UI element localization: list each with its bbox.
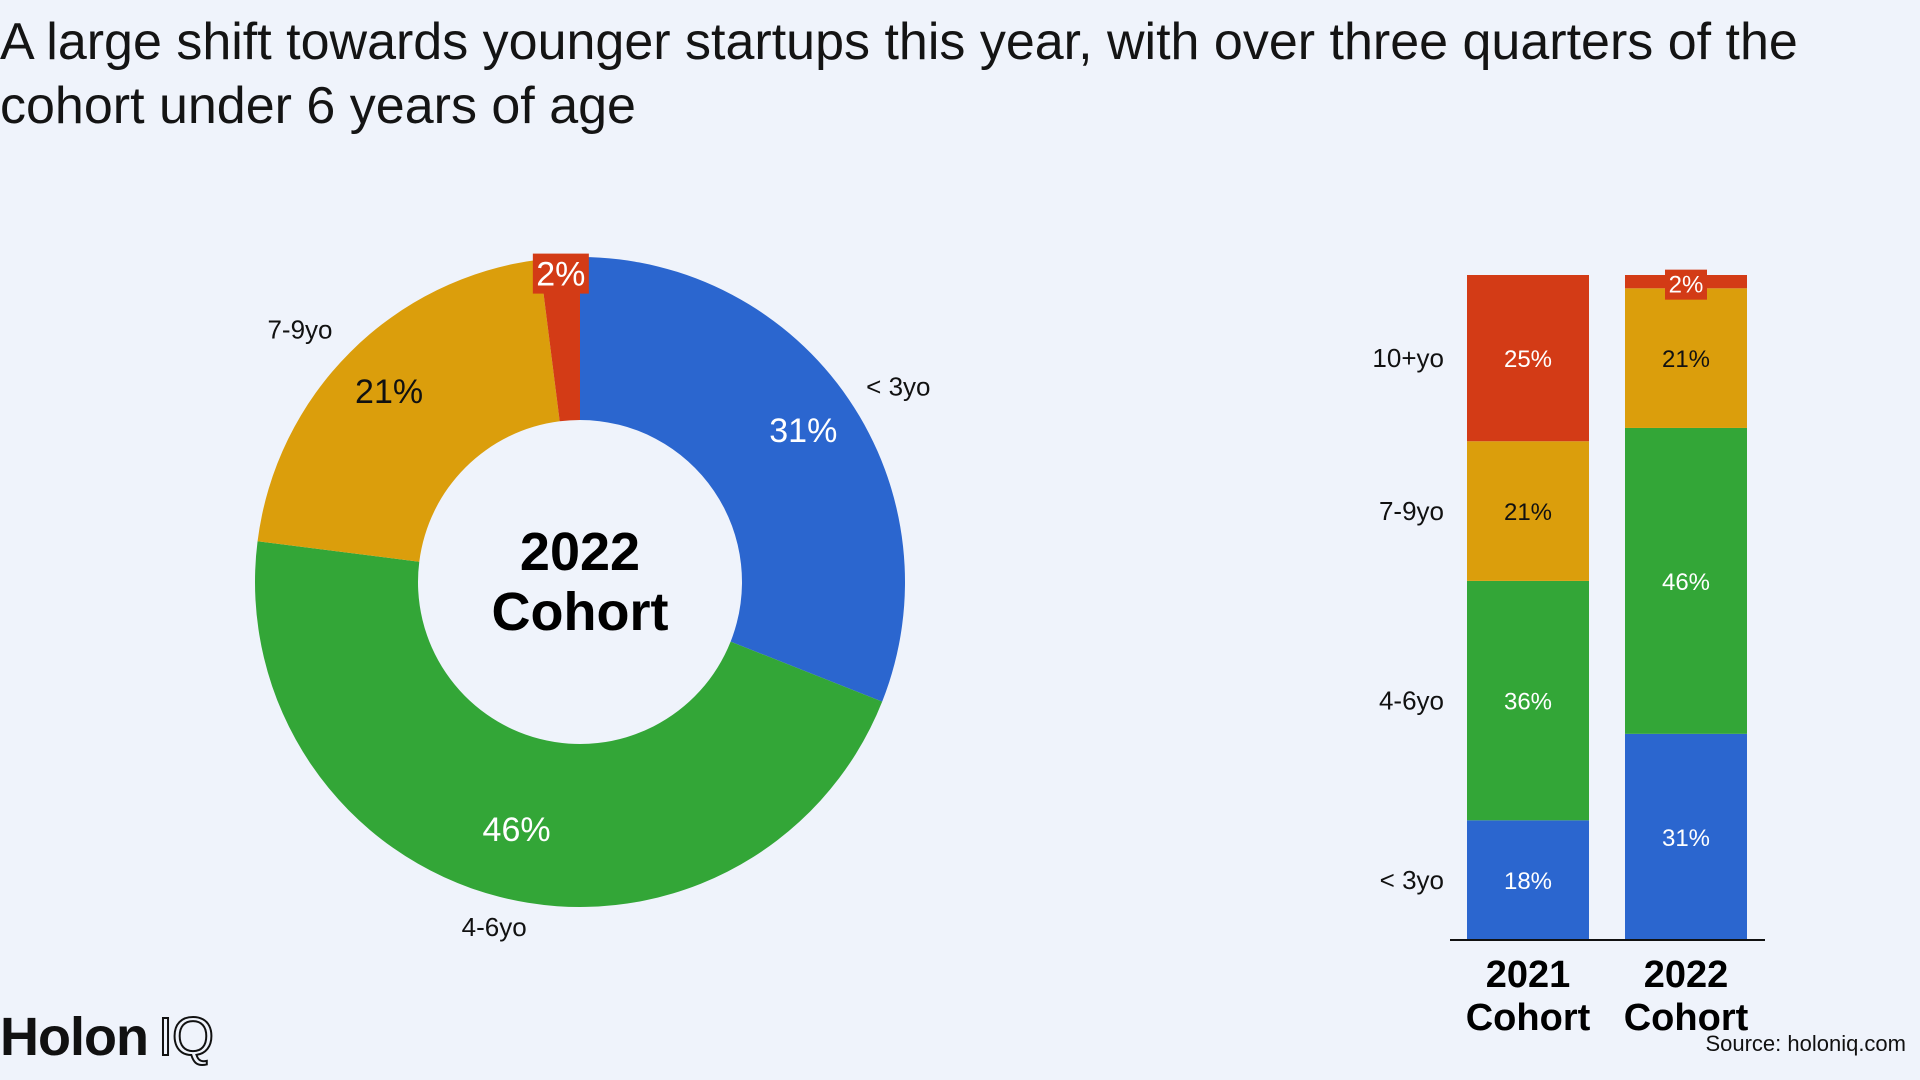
bar-row-label: 7-9yo xyxy=(1379,496,1444,526)
bar-segment-3yo xyxy=(1467,820,1589,940)
bar-value-label: 18% xyxy=(1504,868,1552,895)
logo-name: Holon xyxy=(0,1007,149,1067)
bar-value-label: 21% xyxy=(1662,346,1710,373)
donut-category-label: 10+yo xyxy=(522,240,594,241)
bar-value-label: 25% xyxy=(1504,346,1552,373)
bar-category-label: Cohort xyxy=(1466,997,1591,1039)
bar-row-label: < 3yo xyxy=(1380,865,1444,895)
donut-value-label: 2% xyxy=(536,256,585,294)
logo-suffix: IQ xyxy=(157,1006,215,1068)
donut-value-badge xyxy=(532,253,589,294)
donut-value-label: 31% xyxy=(769,412,837,450)
bar-value-badge xyxy=(1665,269,1707,300)
donut-category-label: 7-9yo xyxy=(267,315,332,345)
bar-value-label: 46% xyxy=(1662,569,1710,596)
donut-center-label: Cohort xyxy=(492,582,669,642)
bar-value-label: 36% xyxy=(1504,689,1552,716)
bar-segment-7-9yo xyxy=(1467,441,1589,581)
donut-slice-7-9yo xyxy=(257,259,560,562)
bar-value-label: 31% xyxy=(1662,825,1710,852)
bar-category-label: 2021 xyxy=(1486,954,1571,996)
bar-segment-7-9yo xyxy=(1625,288,1747,428)
donut-category-label: 4-6yo xyxy=(462,912,527,942)
bar-segment-4-6yo xyxy=(1625,427,1747,734)
bar-category-label: Cohort xyxy=(1624,997,1749,1039)
bar-row-label: 10+yo xyxy=(1372,343,1444,373)
bar-segment-4-6yo xyxy=(1467,580,1589,821)
donut-slice-4-6yo xyxy=(255,541,883,907)
donut-slice-3yo xyxy=(580,257,906,702)
bar-category-label: 2022 xyxy=(1644,954,1729,996)
bar-segment-3yo xyxy=(1625,733,1747,940)
donut-center-label: 2022 xyxy=(520,522,640,582)
bar-segment-10-yo xyxy=(1467,275,1589,442)
chart-title: A large shift towards younger startups t… xyxy=(0,13,1798,135)
source-note: Source: holoniq.com xyxy=(1705,1031,1906,1056)
bar-value-label: 21% xyxy=(1504,499,1552,526)
donut-value-label: 21% xyxy=(355,373,423,411)
bar-value-label: 2% xyxy=(1669,272,1704,299)
donut-slice-10-yo xyxy=(539,257,580,422)
donut-category-label: < 3yo xyxy=(866,372,930,402)
stacked-bar-chart: 18%36%21%25%2021Cohort31%46%21%2%2022Coh… xyxy=(1372,269,1765,1039)
holoniq-logo: Holon IQ xyxy=(0,1006,215,1068)
bar-row-label: 4-6yo xyxy=(1379,686,1444,716)
donut-chart: 31% < 3yo 46% 4-6yo 21% 7-9yo 2% 10+yo 2022Cohor… xyxy=(255,240,930,942)
donut-value-label: 46% xyxy=(483,811,551,849)
